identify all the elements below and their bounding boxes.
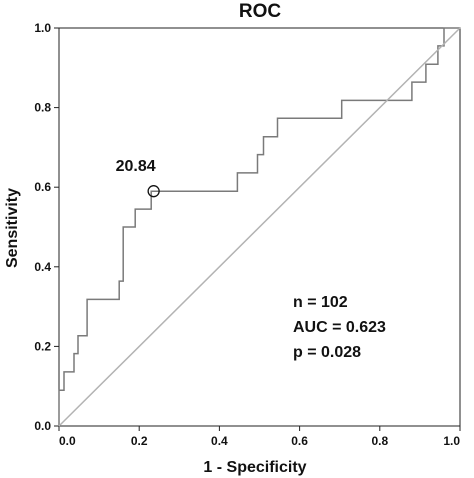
auc-annotation: AUC = 0.623 (293, 319, 386, 336)
optimal-cutoff-marker (147, 185, 160, 198)
chart-title: ROC (239, 1, 282, 22)
axis-ticks: 0.0 0.2 0.4 0.6 0.8 1.0 0.0 0.2 0.4 0.6 0.8 1.0 (34, 21, 461, 448)
y-tick-label: 0.0 (34, 419, 51, 433)
x-tick-label: 0.8 (371, 434, 388, 448)
x-tick-label: 0.2 (131, 434, 148, 448)
y-tick-label: 0.2 (34, 339, 51, 353)
reference-diagonal-line (58, 27, 461, 427)
p-value-annotation: p = 0.028 (293, 344, 361, 361)
x-axis-title: 1 - Specificity (203, 459, 306, 476)
x-tick-label: 1.0 (443, 434, 460, 448)
x-tick-label: 0.4 (211, 434, 228, 448)
plot-frame (58, 27, 461, 427)
y-tick-label: 0.6 (34, 180, 51, 194)
series-layer: 20.84 (58, 27, 461, 427)
x-tick-label: 0.0 (59, 434, 76, 448)
y-tick-label: 0.4 (34, 260, 51, 274)
roc-curve-line (58, 27, 460, 426)
y-tick-label: 0.8 (34, 101, 51, 115)
y-tick-label: 1.0 (34, 21, 51, 35)
x-tick-label: 0.6 (291, 434, 308, 448)
y-axis-title: Sensitivity (4, 188, 21, 268)
cutoff-value-label: 20.84 (116, 158, 156, 175)
sample-size-annotation: n = 102 (293, 294, 348, 311)
